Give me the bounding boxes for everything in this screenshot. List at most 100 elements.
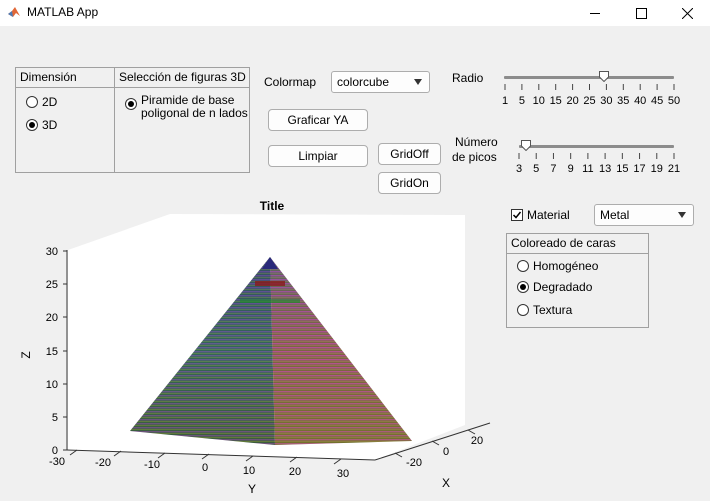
x-axis-ticks bbox=[394, 429, 476, 458]
radio-homogeneo-circle[interactable] bbox=[517, 260, 529, 272]
gridon-button[interactable]: GridOn bbox=[378, 172, 441, 194]
picos-slider-track[interactable] bbox=[519, 145, 674, 148]
radio-homogeneo[interactable]: Homogéneo bbox=[517, 259, 598, 273]
matlab-logo-icon bbox=[8, 7, 20, 17]
title-bar: MATLAB App bbox=[0, 0, 710, 26]
picos-label-line1: Número bbox=[455, 135, 498, 149]
z-tick: 25 bbox=[46, 279, 58, 291]
radio-2d[interactable]: 2D bbox=[26, 95, 57, 109]
material-dropdown[interactable]: Metal bbox=[594, 204, 694, 226]
window-title: MATLAB App bbox=[27, 5, 99, 19]
coloreado-panel: Coloreado de caras Homogéneo Degradado T… bbox=[506, 233, 649, 328]
radio-slider-tick-label: 25 bbox=[583, 95, 596, 107]
picos-slider-tick-label: 7 bbox=[550, 163, 557, 175]
picos-label-line2: de picos bbox=[452, 150, 497, 164]
y-tick: -30 bbox=[49, 456, 65, 468]
y-axis-label: Y bbox=[248, 482, 256, 496]
pyramid-tip bbox=[262, 257, 278, 269]
picos-slider-tick-label: 19 bbox=[650, 163, 663, 175]
radio-degradado-circle[interactable] bbox=[517, 281, 529, 293]
y-tick: 20 bbox=[289, 466, 301, 478]
radio-slider-tick-label: 35 bbox=[617, 95, 630, 107]
radio-slider-tick-label: 20 bbox=[566, 95, 579, 107]
picos-slider-thumb[interactable] bbox=[521, 140, 531, 151]
radio-slider-tick-label: 40 bbox=[634, 95, 647, 107]
z-axis-ticks bbox=[63, 250, 67, 451]
radio-2d-circle[interactable] bbox=[26, 96, 38, 108]
y-tick: -10 bbox=[144, 459, 160, 471]
radio-pyramid-label: Piramide de base poligonal de n lados bbox=[141, 94, 248, 120]
picos-slider-ticks bbox=[518, 153, 675, 159]
picos-slider-tick-label: 5 bbox=[533, 163, 540, 175]
radio-2d-label: 2D bbox=[42, 95, 58, 109]
pyramid-surface bbox=[130, 257, 412, 445]
x-tick: 20 bbox=[471, 435, 483, 447]
dimension-panel: Dimensión 2D 3D bbox=[15, 67, 116, 173]
colormap-value: colorcube bbox=[337, 75, 390, 89]
radio-slider-tick-label: 15 bbox=[549, 95, 562, 107]
colormap-label: Colormap bbox=[264, 75, 317, 89]
radio-pyramid[interactable]: Piramide de base poligonal de n lados bbox=[125, 94, 248, 120]
radio-pyramid-circle[interactable] bbox=[125, 98, 137, 110]
plot-axes[interactable]: Title 0 5 10 15 20 25 30 Z -30 -20 -10 0 bbox=[0, 195, 500, 501]
radio-pyramid-label-line1: Piramide de base bbox=[141, 93, 235, 107]
y-tick: 10 bbox=[243, 465, 255, 477]
y-axis-ticks bbox=[69, 449, 342, 465]
close-icon bbox=[681, 7, 693, 19]
y-axis-line bbox=[66, 449, 376, 461]
maximize-button[interactable] bbox=[618, 0, 664, 26]
z-tick: 5 bbox=[52, 412, 58, 424]
material-value: Metal bbox=[600, 208, 630, 222]
chevron-down-icon bbox=[678, 212, 686, 218]
z-tick: 30 bbox=[46, 246, 58, 258]
graficar-button[interactable]: Graficar YA bbox=[268, 109, 368, 131]
radio-slider-tick-label: 10 bbox=[532, 95, 545, 107]
pyramid-band bbox=[255, 281, 285, 286]
picos-slider-tick-label: 3 bbox=[515, 163, 523, 175]
z-axis-tick-labels: 0 5 10 15 20 25 30 bbox=[46, 246, 58, 457]
radio-slider-label: Radio bbox=[452, 71, 484, 85]
z-tick: 15 bbox=[46, 346, 58, 358]
radio-textura-label: Textura bbox=[533, 303, 573, 317]
minimize-icon bbox=[590, 12, 600, 14]
colormap-dropdown[interactable]: colorcube bbox=[331, 71, 430, 93]
radio-slider-thumb[interactable] bbox=[599, 71, 609, 82]
dimension-panel-title: Dimensión bbox=[20, 70, 77, 84]
y-tick: -20 bbox=[95, 457, 111, 469]
x-axis-tick-labels: -20 0 20 bbox=[406, 435, 483, 469]
material-checkbox-box[interactable] bbox=[511, 209, 523, 221]
figures-panel: Selección de figuras 3D Piramide de base… bbox=[114, 67, 250, 173]
plot-title: Title bbox=[260, 199, 285, 213]
pyramid-right-shade bbox=[270, 257, 412, 445]
radio-3d[interactable]: 3D bbox=[26, 118, 57, 132]
picos-slider-tick-label: 9 bbox=[567, 163, 574, 175]
radio-textura-circle[interactable] bbox=[517, 304, 529, 316]
gridoff-button[interactable]: GridOff bbox=[378, 143, 441, 165]
y-tick: 30 bbox=[337, 468, 349, 480]
close-button[interactable] bbox=[664, 0, 710, 26]
radio-degradado-label: Degradado bbox=[533, 280, 593, 294]
radio-degradado[interactable]: Degradado bbox=[517, 280, 592, 294]
radio-slider-tick-label: 45 bbox=[650, 95, 664, 107]
radio-3d-circle[interactable] bbox=[26, 119, 38, 131]
pyramid-left-shade bbox=[130, 257, 275, 445]
radio-slider-track[interactable] bbox=[504, 76, 674, 79]
picos-slider-tick-label: 21 bbox=[667, 163, 681, 175]
limpiar-button[interactable]: Limpiar bbox=[268, 145, 368, 167]
z-tick: 0 bbox=[52, 445, 58, 457]
y-tick: 0 bbox=[202, 462, 208, 474]
radio-3d-label: 3D bbox=[42, 118, 58, 132]
z-tick: 10 bbox=[46, 379, 58, 391]
radio-slider-tick-label: 5 bbox=[518, 95, 525, 107]
radio-textura[interactable]: Textura bbox=[517, 303, 572, 317]
picos-slider-tick-label: 17 bbox=[633, 163, 646, 175]
material-checkbox[interactable]: Material bbox=[511, 208, 570, 222]
z-tick: 20 bbox=[46, 312, 58, 324]
radio-pyramid-label-line2: poligonal de n lados bbox=[141, 106, 248, 120]
coloreado-panel-title: Coloreado de caras bbox=[511, 236, 616, 250]
radio-slider-tick-label: 30 bbox=[600, 95, 613, 107]
minimize-button[interactable] bbox=[572, 0, 618, 26]
material-checkbox-label: Material bbox=[527, 208, 570, 222]
checkmark-icon bbox=[512, 211, 522, 219]
radio-slider-tick-label: 50 bbox=[667, 95, 681, 107]
